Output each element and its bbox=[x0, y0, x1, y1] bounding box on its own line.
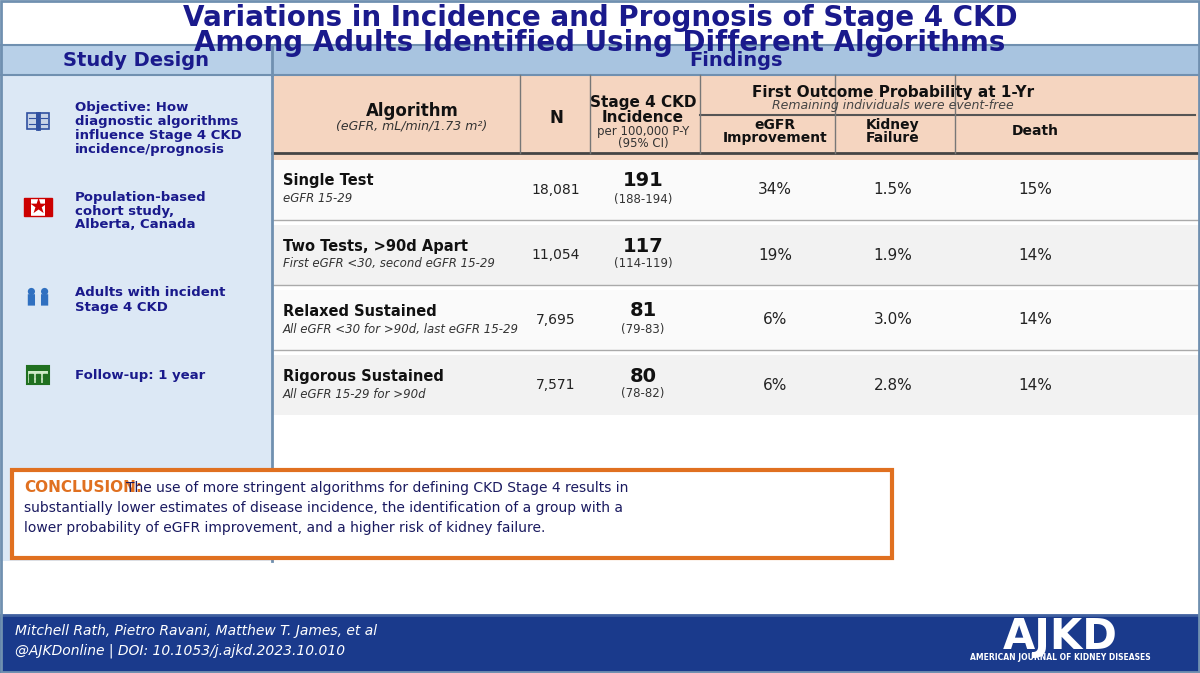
Text: 191: 191 bbox=[623, 172, 664, 190]
Text: Single Test: Single Test bbox=[283, 174, 373, 188]
Bar bbox=[0, 45, 272, 75]
Text: (188-194): (188-194) bbox=[614, 192, 672, 205]
Text: Rigorous Sustained: Rigorous Sustained bbox=[283, 369, 444, 384]
Bar bbox=[12, 470, 892, 558]
Text: Remaining individuals were event-free: Remaining individuals were event-free bbox=[772, 100, 1014, 112]
Text: 18,081: 18,081 bbox=[532, 183, 581, 197]
Bar bbox=[46, 198, 52, 216]
Text: Mitchell Rath, Pietro Ravani, Matthew T. James, et al: Mitchell Rath, Pietro Ravani, Matthew T.… bbox=[14, 624, 377, 638]
Text: @AJKDonline | DOI: 10.1053/j.ajkd.2023.10.010: @AJKDonline | DOI: 10.1053/j.ajkd.2023.1… bbox=[14, 644, 346, 658]
Text: incidence/prognosis: incidence/prognosis bbox=[74, 143, 226, 157]
Text: (78-82): (78-82) bbox=[622, 388, 665, 400]
Text: CONCLUSION:: CONCLUSION: bbox=[24, 481, 142, 495]
Text: lower probability of eGFR improvement, and a higher risk of kidney failure.: lower probability of eGFR improvement, a… bbox=[24, 521, 545, 535]
Bar bbox=[0, 615, 1200, 673]
Text: 3.0%: 3.0% bbox=[874, 312, 912, 328]
Bar bbox=[272, 225, 1200, 285]
Text: Study Design: Study Design bbox=[64, 50, 209, 69]
Bar bbox=[40, 112, 49, 129]
Text: N: N bbox=[550, 109, 563, 127]
Text: Follow-up: 1 year: Follow-up: 1 year bbox=[74, 369, 205, 382]
Text: 1.9%: 1.9% bbox=[874, 248, 912, 262]
Text: 6%: 6% bbox=[763, 312, 787, 328]
Bar bbox=[28, 366, 49, 371]
Text: 6%: 6% bbox=[763, 378, 787, 392]
Text: Kidney: Kidney bbox=[866, 118, 920, 132]
Text: cohort study,: cohort study, bbox=[74, 205, 174, 217]
Text: 7,695: 7,695 bbox=[536, 313, 576, 327]
Text: Adults with incident: Adults with incident bbox=[74, 285, 226, 299]
Text: 81: 81 bbox=[629, 302, 656, 320]
FancyBboxPatch shape bbox=[28, 294, 35, 306]
Text: 19%: 19% bbox=[758, 248, 792, 262]
Bar bbox=[272, 75, 1200, 561]
Text: eGFR: eGFR bbox=[755, 118, 796, 132]
Text: 14%: 14% bbox=[1018, 378, 1052, 392]
Text: Alberta, Canada: Alberta, Canada bbox=[74, 219, 196, 232]
Text: Stage 4 CKD: Stage 4 CKD bbox=[74, 301, 168, 314]
Text: Improvement: Improvement bbox=[722, 131, 827, 145]
Text: 15%: 15% bbox=[1018, 182, 1052, 197]
Text: All eGFR 15-29 for >90d: All eGFR 15-29 for >90d bbox=[283, 388, 427, 400]
Bar bbox=[940, 617, 1195, 671]
Bar bbox=[272, 160, 1200, 220]
Text: Stage 4 CKD: Stage 4 CKD bbox=[589, 96, 696, 110]
Text: 14%: 14% bbox=[1018, 312, 1052, 328]
Bar bbox=[272, 290, 1200, 350]
Text: eGFR 15-29: eGFR 15-29 bbox=[283, 192, 353, 205]
Text: 1.5%: 1.5% bbox=[874, 182, 912, 197]
Bar bbox=[28, 112, 37, 129]
Text: Relaxed Sustained: Relaxed Sustained bbox=[283, 304, 437, 318]
Text: (95% CI): (95% CI) bbox=[618, 137, 668, 149]
Text: First Outcome Probability at 1-Yr: First Outcome Probability at 1-Yr bbox=[752, 85, 1034, 100]
Text: Population-based: Population-based bbox=[74, 190, 206, 203]
Text: (114-119): (114-119) bbox=[613, 258, 672, 271]
Text: AJKD: AJKD bbox=[1002, 616, 1117, 658]
Text: Objective: How: Objective: How bbox=[74, 102, 188, 114]
Text: ★: ★ bbox=[29, 197, 48, 217]
Text: First eGFR <30, second eGFR 15-29: First eGFR <30, second eGFR 15-29 bbox=[283, 258, 494, 271]
Bar bbox=[272, 75, 1200, 183]
Text: Variations in Incidence and Prognosis of Stage 4 CKD: Variations in Incidence and Prognosis of… bbox=[182, 4, 1018, 32]
Text: Death: Death bbox=[1012, 124, 1058, 138]
Text: 34%: 34% bbox=[758, 182, 792, 197]
Circle shape bbox=[28, 288, 35, 295]
Bar bbox=[0, 0, 1200, 58]
Text: 14%: 14% bbox=[1018, 248, 1052, 262]
Text: Among Adults Identified Using Different Algorithms: Among Adults Identified Using Different … bbox=[194, 29, 1006, 57]
Text: 11,054: 11,054 bbox=[532, 248, 580, 262]
Text: influence Stage 4 CKD: influence Stage 4 CKD bbox=[74, 129, 241, 143]
Bar bbox=[28, 366, 49, 384]
Bar bbox=[0, 45, 1200, 75]
Bar bbox=[272, 355, 1200, 415]
Text: (79-83): (79-83) bbox=[622, 322, 665, 336]
Text: The use of more stringent algorithms for defining CKD Stage 4 results in: The use of more stringent algorithms for… bbox=[126, 481, 629, 495]
Text: (eGFR, mL/min/1.73 m²): (eGFR, mL/min/1.73 m²) bbox=[336, 120, 487, 133]
Text: Failure: Failure bbox=[866, 131, 920, 145]
Bar bbox=[24, 198, 31, 216]
Text: 80: 80 bbox=[630, 367, 656, 386]
FancyBboxPatch shape bbox=[41, 294, 48, 306]
Text: All eGFR <30 for >90d, last eGFR 15-29: All eGFR <30 for >90d, last eGFR 15-29 bbox=[283, 322, 520, 336]
Text: Findings: Findings bbox=[689, 50, 782, 69]
Bar bbox=[0, 75, 272, 561]
Text: diagnostic algorithms: diagnostic algorithms bbox=[74, 116, 239, 129]
Text: 2.8%: 2.8% bbox=[874, 378, 912, 392]
Text: Algorithm: Algorithm bbox=[366, 102, 458, 120]
Text: 117: 117 bbox=[623, 236, 664, 256]
Text: per 100,000 P-Y: per 100,000 P-Y bbox=[596, 125, 689, 137]
Text: substantially lower estimates of disease incidence, the identification of a grou: substantially lower estimates of disease… bbox=[24, 501, 623, 515]
Text: 7,571: 7,571 bbox=[536, 378, 576, 392]
Text: Two Tests, >90d Apart: Two Tests, >90d Apart bbox=[283, 238, 468, 254]
Bar bbox=[24, 198, 52, 216]
Text: Incidence: Incidence bbox=[602, 110, 684, 125]
Text: AMERICAN JOURNAL OF KIDNEY DISEASES: AMERICAN JOURNAL OF KIDNEY DISEASES bbox=[970, 653, 1151, 662]
Circle shape bbox=[41, 288, 48, 295]
